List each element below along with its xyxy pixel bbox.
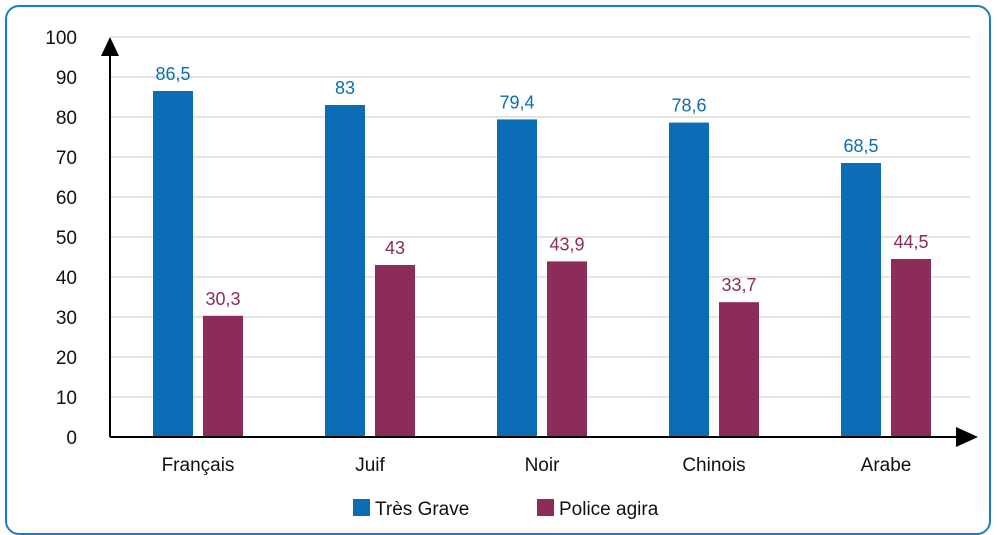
y-axis-arrow — [101, 37, 119, 56]
y-tick-label: 100 — [45, 28, 77, 49]
data-label: 86,5 — [155, 64, 190, 84]
bar — [841, 163, 881, 437]
data-label: 78,6 — [671, 96, 706, 116]
y-tick-label: 40 — [56, 268, 77, 289]
y-tick-label: 10 — [56, 388, 77, 409]
legend-swatch — [353, 499, 370, 516]
bar — [891, 259, 931, 437]
bar — [719, 302, 759, 437]
y-tick-label: 70 — [56, 148, 77, 169]
data-label: 43 — [385, 238, 405, 258]
y-tick-label: 90 — [56, 68, 77, 89]
y-tick-label: 80 — [56, 108, 77, 129]
x-axis-arrow — [956, 427, 978, 447]
data-label: 83 — [335, 78, 355, 98]
bar — [497, 119, 537, 438]
data-label: 79,4 — [499, 92, 534, 112]
legend-label: Police agira — [559, 499, 659, 520]
y-tick-label: 30 — [56, 308, 77, 329]
bar — [375, 265, 415, 437]
y-tick-label: 20 — [56, 348, 77, 369]
data-label: 68,5 — [843, 136, 878, 156]
x-tick-label: Français — [162, 455, 235, 476]
bar — [203, 315, 243, 437]
x-tick-label: Noir — [525, 455, 561, 476]
y-tick-label: 0 — [66, 428, 77, 449]
legend-swatch — [537, 499, 554, 516]
x-tick-label: Arabe — [861, 455, 912, 476]
data-label: 30,3 — [205, 289, 240, 309]
bar — [325, 105, 365, 437]
data-label: 43,9 — [549, 234, 584, 254]
y-tick-label: 60 — [56, 188, 77, 209]
x-tick-label: Chinois — [682, 455, 745, 476]
data-label: 44,5 — [893, 232, 928, 252]
bar — [547, 261, 587, 437]
y-tick-label: 50 — [56, 228, 77, 249]
bar — [669, 122, 709, 437]
legend-label: Très Grave — [375, 499, 469, 520]
data-label: 33,7 — [721, 275, 756, 295]
x-tick-label: Juif — [355, 455, 385, 476]
bar — [153, 91, 193, 437]
